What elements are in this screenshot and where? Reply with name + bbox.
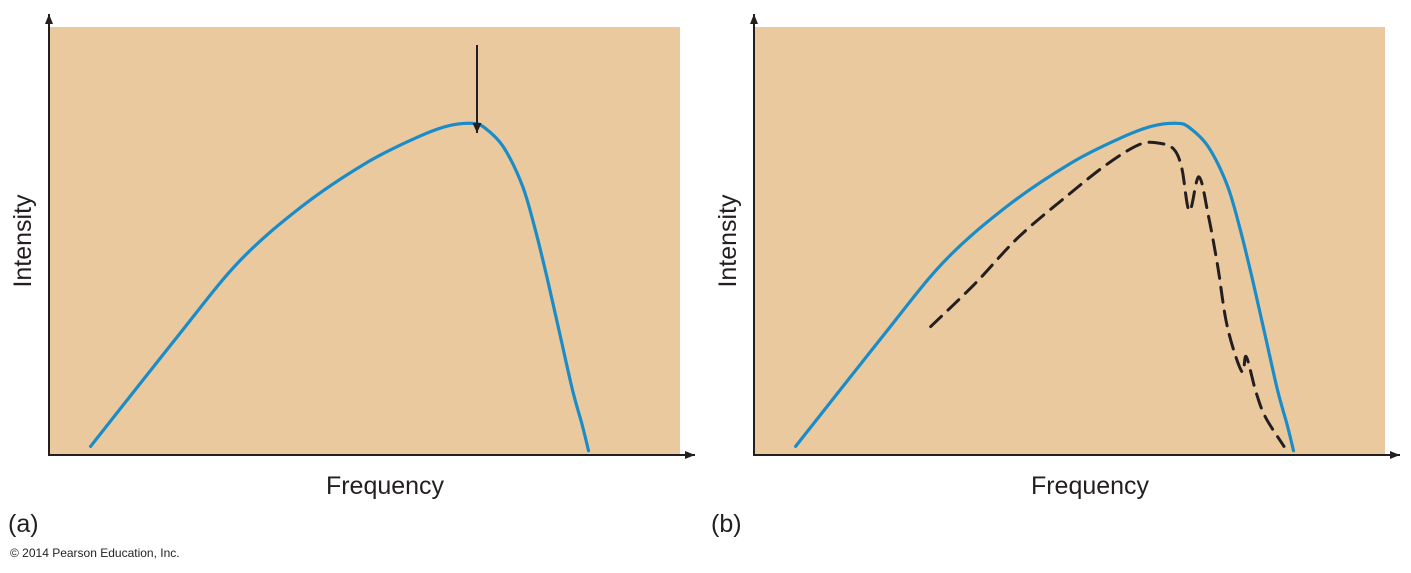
x-axis-title-b: Frequency bbox=[1031, 472, 1150, 500]
panel-label-b: (b) bbox=[711, 510, 742, 538]
series-group-b bbox=[794, 121, 1296, 453]
y-axis-title-a: Intensity bbox=[9, 194, 37, 288]
plot-background-a bbox=[49, 27, 680, 455]
y-axis-title-b: Intensity bbox=[714, 194, 742, 288]
panel-b: Intensity Frequency (b) bbox=[711, 14, 1400, 538]
plot-background-b bbox=[754, 27, 1385, 455]
x-axis-title-a: Frequency bbox=[326, 472, 445, 500]
spectrum-curve-b bbox=[794, 121, 1296, 453]
panel-label-a: (a) bbox=[8, 510, 39, 538]
copyright-notice: © 2014 Pearson Education, Inc. bbox=[10, 546, 180, 560]
panel-a: Intensity Frequency (a) bbox=[8, 14, 695, 538]
dashed-curve-b bbox=[929, 140, 1286, 448]
